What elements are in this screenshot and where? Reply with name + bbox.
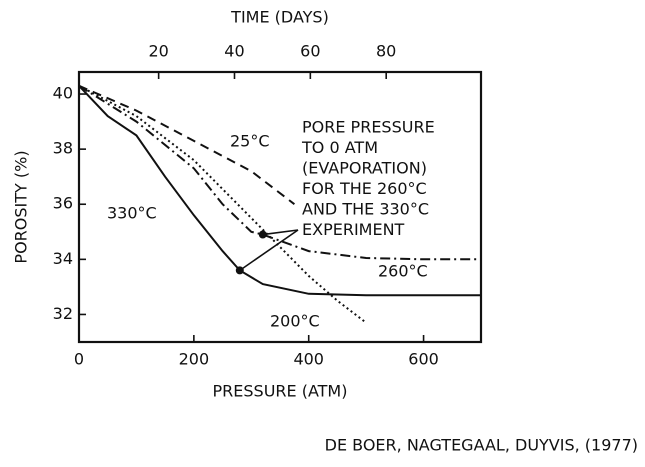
plot-frame — [77, 70, 483, 344]
series-label: 260°C — [378, 262, 428, 281]
series-line — [78, 85, 481, 297]
x-tick-label: 600 — [408, 350, 439, 369]
x-tick-label: 400 — [293, 350, 324, 369]
x2-tick-label: 80 — [376, 42, 396, 61]
x2-tick-label: 40 — [224, 42, 244, 61]
x-tick-label: 0 — [74, 350, 84, 369]
annotation-text: FOR THE 260°C — [302, 179, 427, 198]
annotation-text: TO 0 ATM — [301, 138, 378, 157]
annotation-text: PORE PRESSURE — [302, 118, 435, 137]
series-label: 25°C — [230, 132, 270, 151]
x2-axis-label: TIME (DAYS) — [230, 8, 329, 27]
y-tick-label: 34 — [53, 249, 73, 268]
y-tick-label: 38 — [53, 139, 73, 158]
y-tick-label: 40 — [53, 84, 73, 103]
x-axis-label: PRESSURE (ATM) — [213, 382, 348, 401]
source: DE BOER, NAGTEGAAL, DUYVIS, (1977) — [325, 436, 638, 455]
annotation-text: AND THE 330°C — [302, 200, 429, 219]
series-line — [78, 84, 296, 205]
highlight-point — [235, 266, 244, 275]
y-tick-label: 36 — [53, 194, 73, 213]
y-tick-label: 32 — [53, 304, 73, 323]
highlight-point — [258, 230, 267, 239]
annotation-pointer — [262, 229, 299, 236]
annotation-text: (EVAPORATION) — [302, 159, 427, 178]
series-line — [78, 84, 481, 261]
x-tick-label: 200 — [179, 350, 210, 369]
y-axis-label: POROSITY (%) — [12, 150, 31, 263]
x2-tick-label: 60 — [300, 42, 320, 61]
annotation-pointer — [239, 229, 299, 272]
x2-tick-label: 20 — [148, 42, 168, 61]
series-label: 330°C — [107, 204, 157, 223]
annotation-text: EXPERIMENT — [302, 220, 405, 239]
series-label: 200°C — [270, 312, 320, 331]
